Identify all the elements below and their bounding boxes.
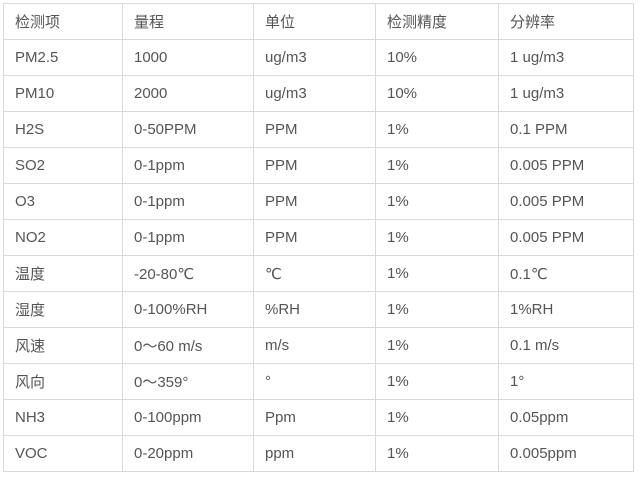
- table-cell: ℃: [253, 255, 376, 292]
- header-cell-resolution: 分辨率: [498, 3, 634, 40]
- table-cell: 1%RH: [498, 291, 634, 328]
- table-row: VOC 0-20ppm ppm 1% 0.005ppm: [3, 435, 634, 472]
- sensor-spec-table: 检测项 量程 单位 检测精度 分辨率 PM2.5 1000 ug/m3 10% 1 ug…: [3, 3, 634, 472]
- table-row: PM2.5 1000 ug/m3 10% 1 ug/m3: [3, 39, 634, 76]
- table-cell: PPM: [253, 183, 376, 220]
- table-cell: NO2: [3, 219, 123, 256]
- table-cell: ppm: [253, 435, 376, 472]
- table-cell: NH3: [3, 399, 123, 436]
- table-cell: 1%: [375, 363, 499, 400]
- table-cell: H2S: [3, 111, 123, 148]
- table-cell: 0～60 m/s: [122, 327, 254, 364]
- table-cell: 0.1℃: [498, 255, 634, 292]
- header-cell-range: 量程: [122, 3, 254, 40]
- table-cell: 0.005 PPM: [498, 219, 634, 256]
- table-cell: 0.005 PPM: [498, 147, 634, 184]
- table-row: 温度 -20-80℃ ℃ 1% 0.1℃: [3, 255, 634, 292]
- table-row: H2S 0-50PPM PPM 1% 0.1 PPM: [3, 111, 634, 148]
- table-cell: PPM: [253, 219, 376, 256]
- table-cell: 0.1 PPM: [498, 111, 634, 148]
- table-cell: 0-1ppm: [122, 147, 254, 184]
- table-cell: PM10: [3, 75, 123, 112]
- table-cell: 风速: [3, 327, 123, 364]
- table-cell: %RH: [253, 291, 376, 328]
- table-cell: 湿度: [3, 291, 123, 328]
- table-cell: 2000: [122, 75, 254, 112]
- table-cell: PM2.5: [3, 39, 123, 76]
- table-cell: ug/m3: [253, 75, 376, 112]
- table-cell: 温度: [3, 255, 123, 292]
- table-cell: 1%: [375, 327, 499, 364]
- table-row: NO2 0-1ppm PPM 1% 0.005 PPM: [3, 219, 634, 256]
- table-row: PM10 2000 ug/m3 10% 1 ug/m3: [3, 75, 634, 112]
- table-cell: 0.1 m/s: [498, 327, 634, 364]
- table-cell: Ppm: [253, 399, 376, 436]
- table-cell: 1%: [375, 291, 499, 328]
- table-row: SO2 0-1ppm PPM 1% 0.005 PPM: [3, 147, 634, 184]
- table-cell: 0-20ppm: [122, 435, 254, 472]
- table-cell: 0-100ppm: [122, 399, 254, 436]
- table-cell: VOC: [3, 435, 123, 472]
- table-cell: 0-50PPM: [122, 111, 254, 148]
- table-cell: 1%: [375, 255, 499, 292]
- table-cell: 0-1ppm: [122, 219, 254, 256]
- table-cell: 10%: [375, 75, 499, 112]
- table-cell: 0.005ppm: [498, 435, 634, 472]
- table-cell: 1°: [498, 363, 634, 400]
- table-cell: m/s: [253, 327, 376, 364]
- header-row: 检测项 量程 单位 检测精度 分辨率: [3, 3, 634, 40]
- header-cell-item: 检测项: [3, 3, 123, 40]
- table-cell: 1 ug/m3: [498, 39, 634, 76]
- table-cell: 1%: [375, 111, 499, 148]
- table-row: O3 0-1ppm PPM 1% 0.005 PPM: [3, 183, 634, 220]
- table-cell: 0.05ppm: [498, 399, 634, 436]
- header-cell-unit: 单位: [253, 3, 376, 40]
- table-cell: SO2: [3, 147, 123, 184]
- table-cell: 1%: [375, 435, 499, 472]
- table-row: 湿度 0-100%RH %RH 1% 1%RH: [3, 291, 634, 328]
- table-cell: 0～359°: [122, 363, 254, 400]
- table-cell: 10%: [375, 39, 499, 76]
- table-row: 风向 0～359° ° 1% 1°: [3, 363, 634, 400]
- header-cell-accuracy: 检测精度: [375, 3, 499, 40]
- table-cell: PPM: [253, 111, 376, 148]
- table-cell: -20-80℃: [122, 255, 254, 292]
- table-cell: O3: [3, 183, 123, 220]
- table-cell: 0-1ppm: [122, 183, 254, 220]
- table-cell: 1%: [375, 147, 499, 184]
- table-cell: PPM: [253, 147, 376, 184]
- table-cell: 0.005 PPM: [498, 183, 634, 220]
- table-cell: 1%: [375, 219, 499, 256]
- table-cell: 1%: [375, 183, 499, 220]
- table-cell: °: [253, 363, 376, 400]
- table-cell: 1 ug/m3: [498, 75, 634, 112]
- table-cell: ug/m3: [253, 39, 376, 76]
- table-row: 风速 0～60 m/s m/s 1% 0.1 m/s: [3, 327, 634, 364]
- table-cell: 风向: [3, 363, 123, 400]
- table-body: PM2.5 1000 ug/m3 10% 1 ug/m3 PM10 2000 ug/m3 10%…: [3, 39, 634, 472]
- table-row: NH3 0-100ppm Ppm 1% 0.05ppm: [3, 399, 634, 436]
- table-cell: 0-100%RH: [122, 291, 254, 328]
- table-cell: 1000: [122, 39, 254, 76]
- table-cell: 1%: [375, 399, 499, 436]
